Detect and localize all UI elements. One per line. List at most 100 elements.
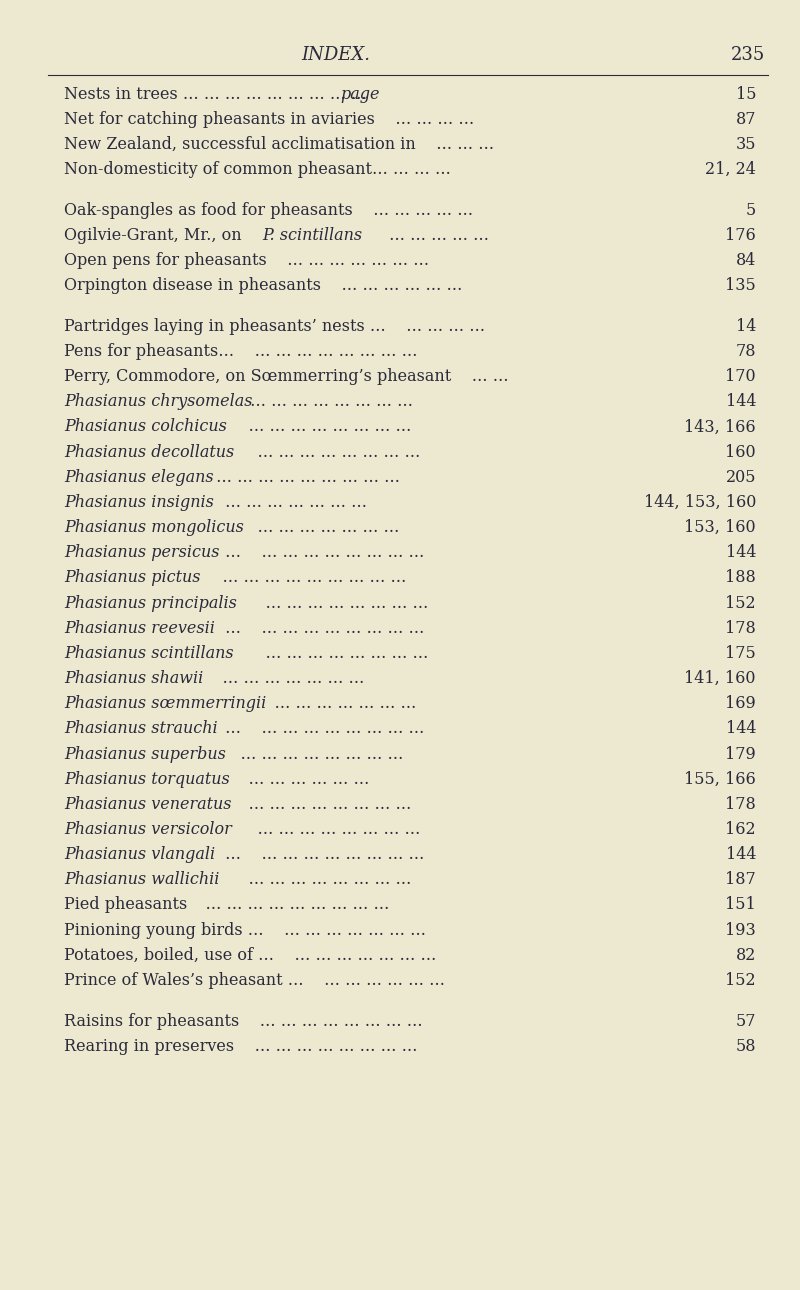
Text: 135: 135 (726, 277, 756, 294)
Text: 144, 153, 160: 144, 153, 160 (644, 494, 756, 511)
Text: Phasianus persicus: Phasianus persicus (64, 544, 219, 561)
Text: Non-domesticity of common pheasant… … … …: Non-domesticity of common pheasant… … … … (64, 161, 451, 178)
Text: Phasianus sœmmerringii: Phasianus sœmmerringii (64, 695, 266, 712)
Text: 144: 144 (726, 846, 756, 863)
Text: Phasianus versicolor: Phasianus versicolor (64, 820, 232, 839)
Text: Open pens for pheasants    … … … … … … …: Open pens for pheasants … … … … … … … (64, 252, 429, 270)
Text: 155, 166: 155, 166 (684, 770, 756, 788)
Text: Phasianus pictus: Phasianus pictus (64, 569, 201, 587)
Text: … … … … … … … …: … … … … … … … … (246, 393, 414, 410)
Text: Phasianus elegans: Phasianus elegans (64, 468, 214, 486)
Text: 35: 35 (735, 135, 756, 154)
Text: 153, 160: 153, 160 (684, 519, 756, 537)
Text: 87: 87 (735, 111, 756, 128)
Text: Phasianus insignis: Phasianus insignis (64, 494, 214, 511)
Text: Phasianus shawii: Phasianus shawii (64, 670, 203, 688)
Text: New Zealand, successful acclimatisation in    … … …: New Zealand, successful acclimatisation … (64, 135, 494, 154)
Text: Pinioning young birds …    … … … … … … …: Pinioning young birds … … … … … … … … (64, 921, 426, 939)
Text: …    … … … … … … … …: … … … … … … … … … (219, 720, 424, 738)
Text: 58: 58 (735, 1037, 756, 1055)
Text: Pens for pheasants…    … … … … … … … …: Pens for pheasants… … … … … … … … … (64, 343, 418, 360)
Text: Net for catching pheasants in aviaries    … … … …: Net for catching pheasants in aviaries …… (64, 111, 474, 128)
Text: Phasianus torquatus: Phasianus torquatus (64, 770, 230, 788)
Text: Phasianus colchicus: Phasianus colchicus (64, 418, 227, 436)
Text: 178: 178 (726, 796, 756, 813)
Text: 14: 14 (736, 317, 756, 335)
Text: Phasianus wallichii: Phasianus wallichii (64, 871, 219, 889)
Text: 179: 179 (726, 746, 756, 762)
Text: … … … … …: … … … … … (384, 227, 489, 244)
Text: 152: 152 (726, 595, 756, 611)
Text: … … … … … … … …: … … … … … … … … (246, 645, 429, 662)
Text: … … … … … … … …: … … … … … … … … (246, 595, 429, 611)
Text: Phasianus vlangali: Phasianus vlangali (64, 846, 215, 863)
Text: … … … … … … … …: … … … … … … … … (237, 444, 420, 461)
Text: … … … … … … … … …: … … … … … … … … … (202, 569, 406, 587)
Text: Prince of Wales’s pheasant …    … … … … … …: Prince of Wales’s pheasant … … … … … … … (64, 971, 445, 989)
Text: 193: 193 (726, 921, 756, 939)
Text: Phasianus scintillans: Phasianus scintillans (64, 645, 234, 662)
Text: P. scintillans: P. scintillans (262, 227, 363, 244)
Text: Partridges laying in pheasants’ nests …    … … … …: Partridges laying in pheasants’ nests … … (64, 317, 485, 335)
Text: 178: 178 (726, 619, 756, 637)
Text: Potatoes, boiled, use of …    … … … … … … …: Potatoes, boiled, use of … … … … … … … … (64, 947, 436, 964)
Text: … … … … … … …: … … … … … … … (219, 494, 366, 511)
Text: 205: 205 (726, 468, 756, 486)
Text: 57: 57 (735, 1013, 756, 1029)
Text: Phasianus veneratus: Phasianus veneratus (64, 796, 231, 813)
Text: … … … … … … … …: … … … … … … … … (228, 418, 411, 436)
Text: …    … … … … … … … …: … … … … … … … … … (219, 544, 424, 561)
Text: … … … … … … … … …: … … … … … … … … … (185, 897, 390, 913)
Text: … … … … … … …: … … … … … … … (237, 519, 399, 537)
Text: 176: 176 (726, 227, 756, 244)
Text: 175: 175 (726, 645, 756, 662)
Text: 144: 144 (726, 544, 756, 561)
Text: Raisins for pheasants    … … … … … … … …: Raisins for pheasants … … … … … … … … (64, 1013, 422, 1029)
Text: Phasianus principalis: Phasianus principalis (64, 595, 237, 611)
Text: Rearing in preserves    … … … … … … … …: Rearing in preserves … … … … … … … … (64, 1037, 418, 1055)
Text: Phasianus chrysomelas: Phasianus chrysomelas (64, 393, 253, 410)
Text: 187: 187 (726, 871, 756, 889)
Text: Phasianus decollatus: Phasianus decollatus (64, 444, 234, 461)
Text: page: page (341, 85, 380, 103)
Text: Phasianus mongolicus: Phasianus mongolicus (64, 519, 244, 537)
Text: 141, 160: 141, 160 (685, 670, 756, 688)
Text: 15: 15 (735, 85, 756, 103)
Text: Phasianus superbus: Phasianus superbus (64, 746, 226, 762)
Text: INDEX.: INDEX. (302, 46, 370, 64)
Text: 170: 170 (726, 368, 756, 386)
Text: Phasianus reevesii: Phasianus reevesii (64, 619, 215, 637)
Text: 188: 188 (726, 569, 756, 587)
Text: …    … … … … … … … …: … … … … … … … … … (219, 619, 424, 637)
Text: … … … … … … … … …: … … … … … … … … … (211, 468, 400, 486)
Text: Ogilvie-Grant, Mr., on: Ogilvie-Grant, Mr., on (64, 227, 246, 244)
Text: 143, 166: 143, 166 (684, 418, 756, 436)
Text: … … … … … … … …: … … … … … … … … (228, 871, 411, 889)
Text: 160: 160 (726, 444, 756, 461)
Text: … … … … … …: … … … … … … (228, 770, 370, 788)
Text: … … … … … … …: … … … … … … … (202, 670, 365, 688)
Text: … … … … … … … …: … … … … … … … … (237, 820, 420, 839)
Text: Perry, Commodore, on Sœmmerring’s pheasant    … …: Perry, Commodore, on Sœmmerring’s pheasa… (64, 368, 509, 386)
Text: Oak-spangles as food for pheasants    … … … … …: Oak-spangles as food for pheasants … … …… (64, 201, 473, 219)
Text: Nests in trees … … … … … … … … …: Nests in trees … … … … … … … … … (64, 85, 366, 103)
Text: Orpington disease in pheasants    … … … … … …: Orpington disease in pheasants … … … … …… (64, 277, 462, 294)
Text: 162: 162 (726, 820, 756, 839)
Text: … … … … … … …: … … … … … … … (254, 695, 417, 712)
Text: 5: 5 (746, 201, 756, 219)
Text: 144: 144 (726, 393, 756, 410)
Text: 78: 78 (735, 343, 756, 360)
Text: Pied pheasants: Pied pheasants (64, 897, 187, 913)
Text: 82: 82 (736, 947, 756, 964)
Text: 84: 84 (736, 252, 756, 270)
Text: 21, 24: 21, 24 (705, 161, 756, 178)
Text: … … … … … … … …: … … … … … … … … (228, 796, 411, 813)
Text: 152: 152 (726, 971, 756, 989)
Text: Phasianus strauchi: Phasianus strauchi (64, 720, 218, 738)
Text: 144: 144 (726, 720, 756, 738)
Text: … … … … … … … …: … … … … … … … … (219, 746, 403, 762)
Text: …    … … … … … … … …: … … … … … … … … … (219, 846, 424, 863)
Text: 235: 235 (731, 46, 765, 64)
Text: 151: 151 (726, 897, 756, 913)
Text: 169: 169 (726, 695, 756, 712)
